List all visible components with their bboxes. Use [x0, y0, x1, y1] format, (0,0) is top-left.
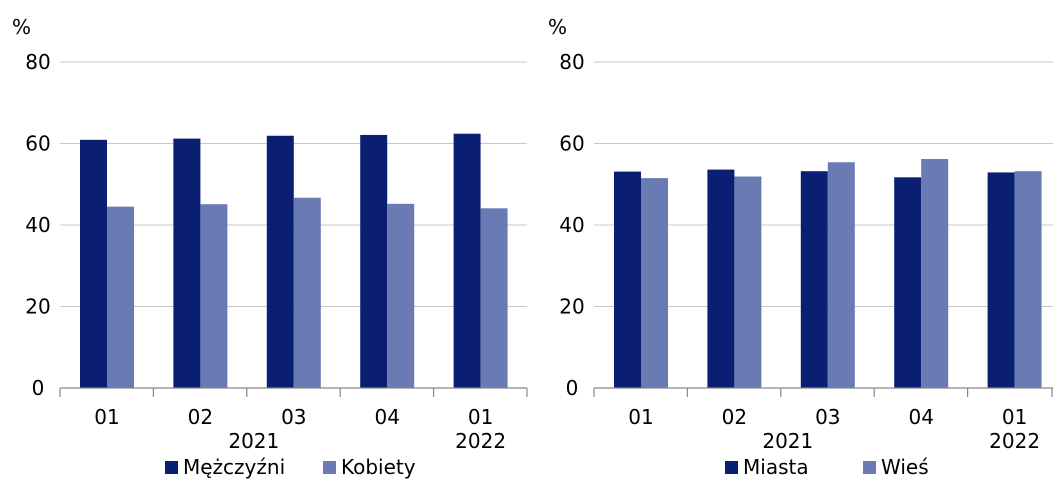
bar-kobiety-2 — [200, 204, 228, 388]
bar-kobiety-3 — [293, 197, 321, 388]
bar-kobiety-5 — [480, 208, 508, 388]
y-tick-label: 80 — [25, 50, 50, 74]
x-tick-label: 02 — [188, 405, 213, 429]
bar-mezczyzni-1 — [80, 139, 107, 388]
year-label: 2021 — [228, 429, 279, 453]
y-tick-label: 0 — [32, 376, 45, 400]
y-tick-label: 40 — [25, 213, 50, 237]
bar-wies-1 — [641, 178, 668, 388]
bar-miasta-2 — [707, 169, 735, 388]
chart-gender: % 0 20 40 60 80 01 02 03 04 01 2021 2022 Mężczyźni Kob… — [12, 15, 528, 479]
bar-miasta-5 — [987, 172, 1015, 388]
year-label: 2021 — [762, 429, 813, 453]
y-tick-label: 20 — [559, 295, 584, 319]
legend-label: Mężczyźni — [183, 455, 285, 479]
y-tick-label: 20 — [25, 295, 50, 319]
y-tick-label: 40 — [559, 213, 584, 237]
year-label: 2022 — [455, 429, 506, 453]
y-axis-unit: % — [12, 15, 31, 39]
y-tick-label: 80 — [559, 50, 584, 74]
x-tick-label: 03 — [815, 405, 840, 429]
bar-miasta-3 — [800, 171, 828, 388]
bar-kobiety-1 — [107, 206, 134, 388]
bar-wies-3 — [827, 162, 855, 388]
legend-label: Kobiety — [341, 455, 416, 479]
legend-label: Wieś — [881, 455, 929, 479]
legend-swatch — [863, 461, 876, 474]
x-tick-label: 04 — [374, 405, 399, 429]
x-tick-label: 03 — [281, 405, 306, 429]
year-label: 2022 — [989, 429, 1040, 453]
bar-wies-5 — [1014, 171, 1042, 388]
bar-wies-2 — [734, 176, 762, 388]
legend-swatch — [323, 461, 336, 474]
legend-swatch — [165, 461, 178, 474]
x-tick-label: 02 — [722, 405, 747, 429]
x-tick-label: 01 — [628, 405, 653, 429]
y-tick-label: 0 — [566, 376, 579, 400]
bar-kobiety-4 — [387, 203, 415, 388]
x-tick-label: 01 — [94, 405, 119, 429]
bar-mezczyzni-4 — [360, 134, 388, 388]
bar-mezczyzni-5 — [453, 133, 481, 388]
bar-miasta-1 — [614, 171, 641, 388]
y-tick-label: 60 — [559, 132, 584, 156]
bar-mezczyzni-2 — [173, 138, 201, 388]
bar-mezczyzni-3 — [266, 135, 294, 388]
x-tick-label: 01 — [1002, 405, 1027, 429]
bar-miasta-4 — [894, 177, 922, 388]
x-tick-label: 01 — [468, 405, 493, 429]
bar-wies-4 — [921, 158, 949, 388]
y-tick-label: 60 — [25, 132, 50, 156]
y-axis-unit: % — [548, 15, 567, 39]
legend-label: Miasta — [743, 455, 809, 479]
legend-swatch — [725, 461, 738, 474]
chart-location: % 0 20 40 60 80 01 02 03 04 01 2021 2022 Miasta Wieś — [548, 15, 1053, 479]
x-tick-label: 04 — [908, 405, 933, 429]
